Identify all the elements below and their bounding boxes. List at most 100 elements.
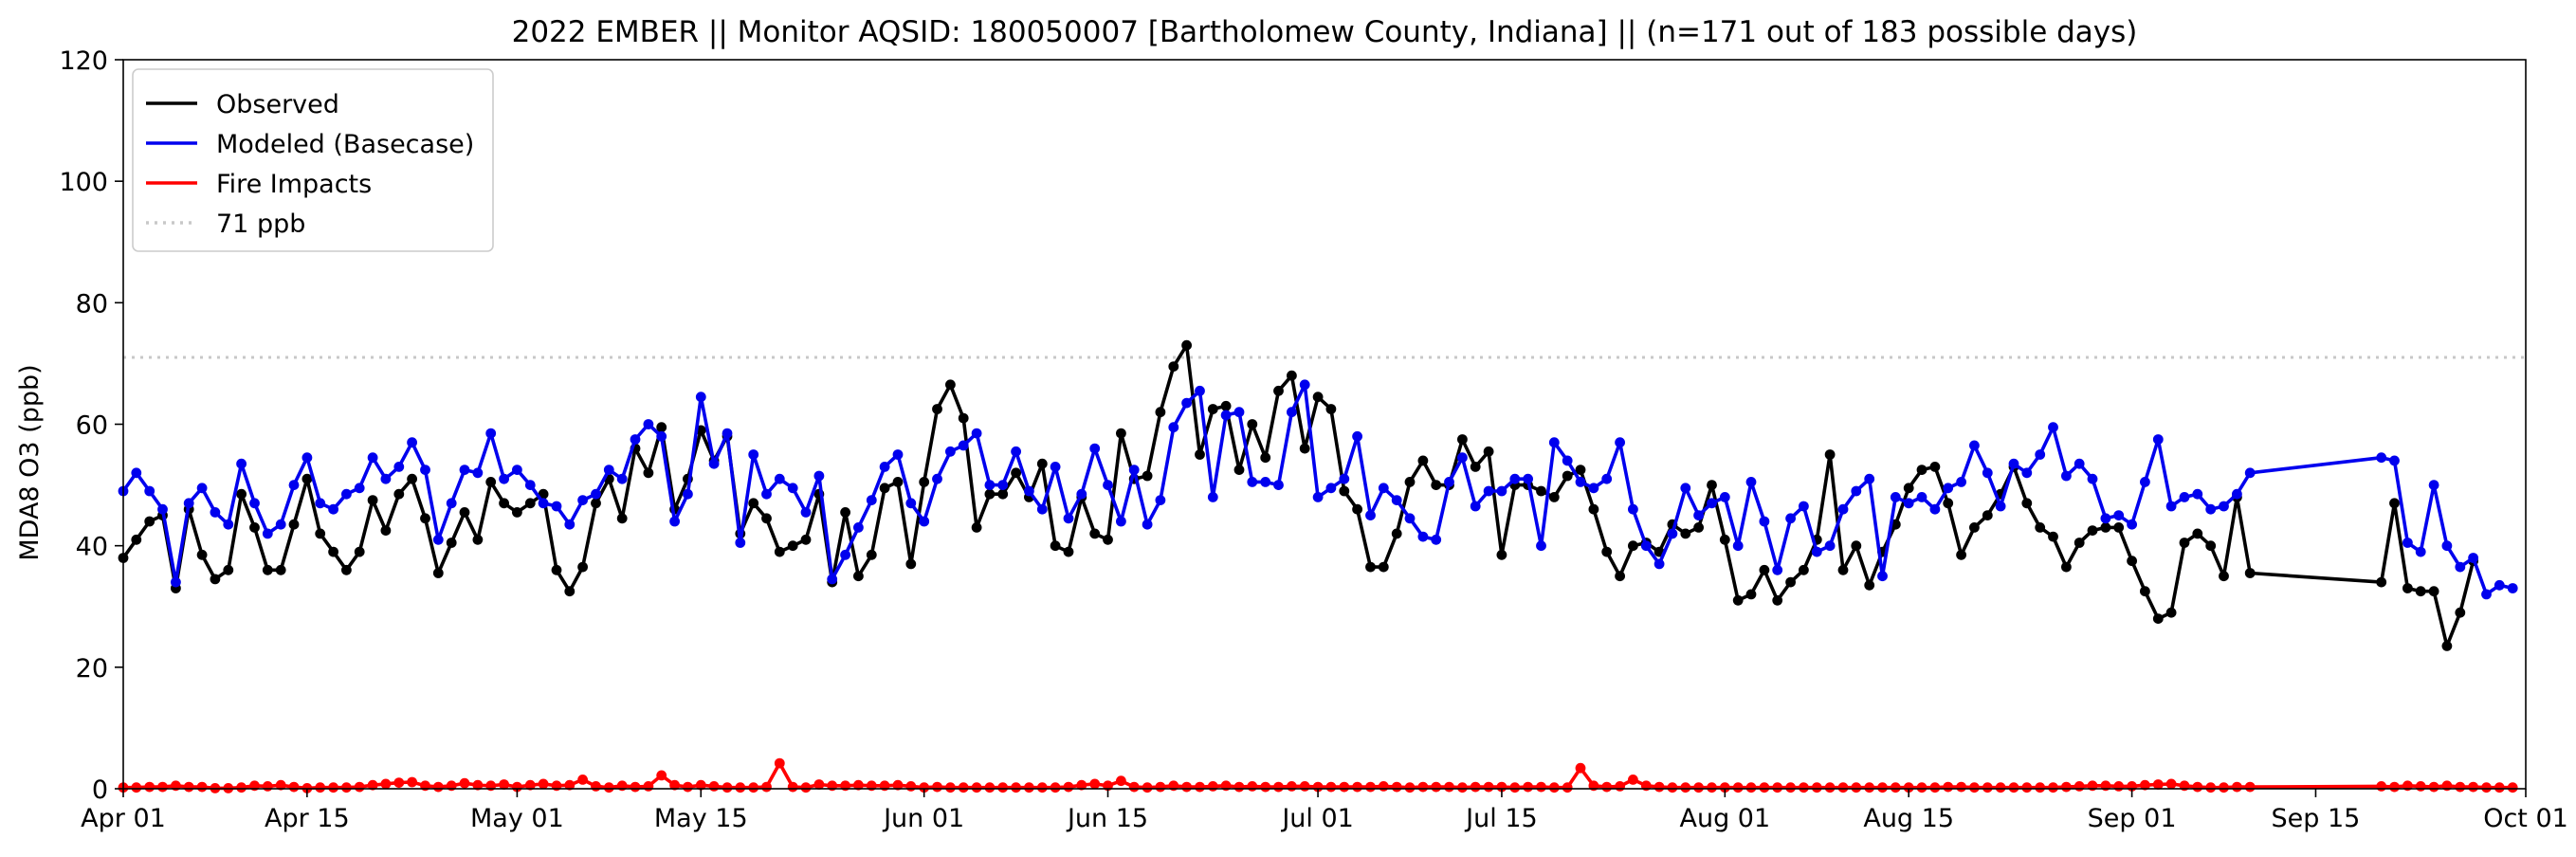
y-tick-label: 100 <box>59 168 108 197</box>
fire-impacts-point <box>735 782 746 793</box>
modeled-point <box>853 522 864 533</box>
fire-impacts-point <box>2113 781 2125 792</box>
observed-point <box>1548 492 1560 502</box>
modeled-point <box>1601 473 1613 484</box>
modeled-point <box>1168 422 1179 433</box>
observed-point <box>1483 446 1494 457</box>
y-tick-label: 60 <box>76 411 108 441</box>
modeled-point <box>2507 583 2518 593</box>
fire-impacts-point <box>1024 782 1034 793</box>
modeled-point <box>1483 485 1494 497</box>
fire-impacts-point <box>1837 782 1849 793</box>
modeled-point <box>774 473 785 484</box>
observed-point <box>1601 546 1613 557</box>
modeled-point <box>971 428 982 439</box>
modeled-point <box>1063 513 1074 524</box>
observed-point <box>393 488 405 500</box>
modeled-point <box>524 480 536 490</box>
series-observed <box>118 339 2479 651</box>
observed-point <box>512 507 522 518</box>
modeled-point <box>643 419 654 429</box>
fire-impacts-point <box>1864 782 1875 793</box>
modeled-point <box>380 473 392 484</box>
fire-impacts-point <box>1982 782 1993 793</box>
x-tick-label: Sep 01 <box>2088 804 2177 833</box>
modeled-point <box>1640 540 1652 552</box>
fire-impacts-point <box>380 778 392 790</box>
observed-point <box>1929 462 1941 472</box>
modeled-point <box>1036 503 1048 515</box>
fire-impacts-point <box>144 781 155 793</box>
observed-point <box>919 477 930 487</box>
modeled-point <box>499 473 509 484</box>
observed-point <box>2035 522 2046 533</box>
observed-point <box>1233 465 1245 475</box>
fire-impacts-point <box>774 757 785 769</box>
modeled-point <box>407 437 417 448</box>
fire-impacts-point <box>1903 782 1914 793</box>
observed-point <box>1943 498 1954 509</box>
modeled-point <box>1680 483 1691 494</box>
observed-point <box>958 412 969 424</box>
modeled-point <box>1299 379 1310 391</box>
fire-impacts-point <box>1155 781 1166 793</box>
fire-impacts-point <box>2494 782 2505 793</box>
observed-point <box>577 561 588 573</box>
modeled-point <box>866 495 877 505</box>
modeled-point <box>171 576 181 588</box>
observed-point <box>1916 465 1927 475</box>
observed-point <box>1260 452 1271 464</box>
observed-point <box>997 488 1009 500</box>
modeled-point <box>1588 483 1599 494</box>
modeled-point <box>1536 540 1546 552</box>
observed-point <box>1707 480 1717 490</box>
modeled-point <box>1732 540 1744 552</box>
fire-impacts-point <box>958 782 969 793</box>
fire-impacts-point <box>643 781 654 792</box>
x-tick-label: Apr 15 <box>265 804 350 833</box>
chart-title: 2022 EMBER || Monitor AQSID: 180050007 [… <box>512 15 2138 49</box>
modeled-point <box>1444 477 1454 487</box>
modeled-point <box>1982 467 1993 479</box>
modeled-point <box>1142 519 1153 530</box>
fire-impacts-point <box>538 778 549 790</box>
modeled-point <box>1837 503 1849 515</box>
fire-impacts-point <box>683 781 693 793</box>
fire-impacts-point <box>1116 775 1126 787</box>
observed-point <box>1287 370 1297 381</box>
fire-impacts-point <box>1615 781 1625 792</box>
modeled-point <box>2232 488 2242 500</box>
observed-point <box>932 404 942 414</box>
fire-impacts-point <box>1339 781 1350 793</box>
fire-impacts-point <box>1089 778 1101 790</box>
fire-impacts-point <box>1391 781 1402 793</box>
modeled-point <box>249 498 260 509</box>
modeled-point <box>446 498 457 509</box>
x-tick-label: Aug 01 <box>1679 804 1770 833</box>
x-tick-label: May 01 <box>470 804 564 833</box>
modeled-point <box>1470 501 1481 512</box>
modeled-point <box>1089 443 1101 454</box>
fire-impacts-point <box>288 781 300 793</box>
observed-point <box>1745 589 1757 600</box>
fire-impacts-point <box>1365 781 1376 793</box>
modeled-point <box>735 538 746 548</box>
modeled-point <box>2441 540 2453 552</box>
observed-point <box>2192 528 2203 539</box>
fire-impacts-point <box>892 779 904 791</box>
modeled-point <box>1365 510 1376 520</box>
observed-point <box>853 571 864 582</box>
observed-point <box>1365 561 1376 573</box>
observed-point <box>2376 576 2387 588</box>
observed-point <box>1325 404 1337 414</box>
x-tick-label: Sep 15 <box>2272 804 2361 833</box>
modeled-point <box>997 480 1009 490</box>
modeled-point <box>879 462 890 472</box>
legend-label: Fire Impacts <box>216 170 372 199</box>
modeled-point <box>1339 473 1350 484</box>
fire-impacts-point <box>2415 781 2426 792</box>
modeled-point <box>1943 483 1954 494</box>
modeled-point <box>1431 534 1442 545</box>
observed-point <box>866 549 877 560</box>
